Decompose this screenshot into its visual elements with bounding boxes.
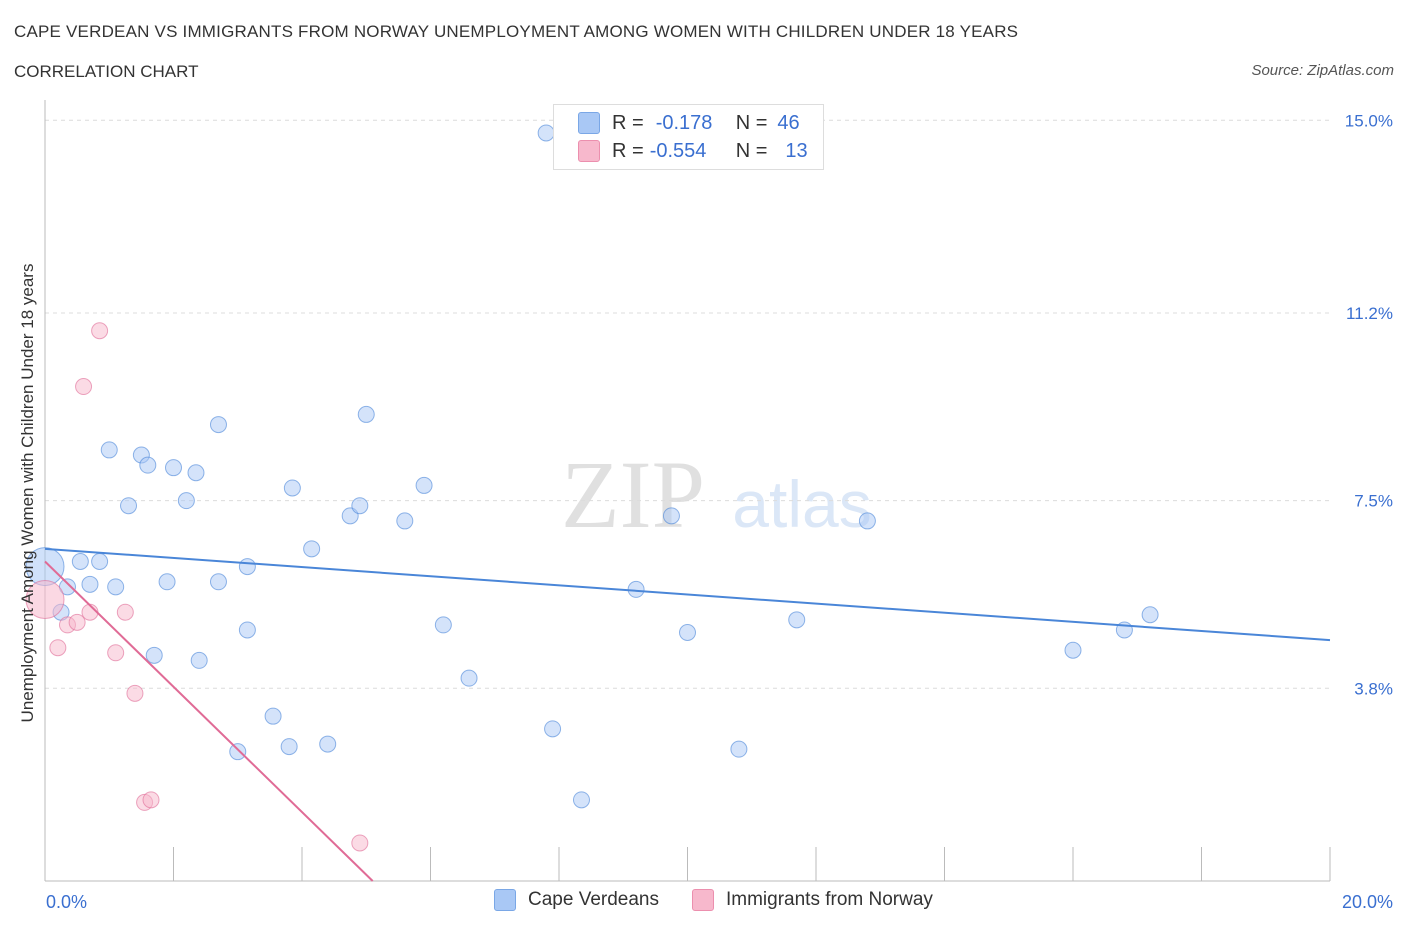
data-point: [177, 492, 195, 510]
data-point: [264, 707, 282, 725]
data-point: [396, 512, 414, 530]
data-point: [75, 378, 93, 396]
data-point: [1064, 641, 1082, 659]
trend-line-cape-verdeans: [44, 547, 1331, 642]
grid-layer: [45, 119, 1330, 689]
data-point: [209, 416, 227, 434]
legend-item-cape-verdeans[interactable]: Cape Verdeans: [494, 889, 659, 911]
data-point: [107, 644, 125, 662]
data-point: [145, 646, 163, 664]
data-point: [81, 575, 99, 593]
y-axis-label: Unemployment Among Women with Children U…: [18, 263, 37, 723]
data-point: [139, 456, 157, 474]
data-point: [319, 735, 337, 753]
chart-title: CAPE VERDEAN VS IMMIGRANTS FROM NORWAY U…: [14, 22, 1019, 41]
x-tick-label: 0.0%: [46, 892, 87, 912]
data-point: [238, 621, 256, 639]
legend-swatch-pink: [578, 140, 600, 162]
y-tick-label: 7.5%: [1354, 492, 1393, 511]
data-point: [572, 791, 590, 809]
legend-swatch-pink: [692, 889, 714, 911]
legend-item-norway[interactable]: Immigrants from Norway: [692, 889, 933, 911]
legend-r-label: R =: [612, 111, 644, 134]
data-point: [91, 322, 109, 340]
chart-subtitle: CORRELATION CHART: [14, 62, 199, 81]
data-point: [280, 738, 298, 756]
data-point: [460, 669, 478, 687]
data-point: [679, 624, 696, 641]
data-point: [100, 441, 118, 459]
x-tick-label: 20.0%: [1342, 892, 1393, 912]
stats-legend: R = -0.178 N = 46 R = -0.554 N = 13: [553, 104, 824, 170]
y-tick-label: 15.0%: [1345, 111, 1393, 130]
series-layer: [25, 124, 1331, 882]
legend-swatch-blue: [578, 112, 600, 134]
data-point: [190, 651, 208, 669]
data-point: [730, 740, 748, 758]
legend-row-norway: R = -0.554 N = 13: [578, 137, 808, 165]
data-point: [1141, 606, 1159, 624]
source-note: Source: ZipAtlas.com: [1251, 62, 1394, 79]
data-point: [158, 573, 176, 591]
data-point: [142, 791, 160, 809]
data-point: [165, 459, 182, 477]
data-point: [116, 603, 134, 621]
data-point: [120, 497, 138, 515]
legend-r-value: -0.178: [655, 111, 713, 134]
legend-row-cape-verdeans: R = -0.178 N = 46: [578, 109, 800, 137]
data-point: [357, 405, 375, 423]
legend-n-label: N =: [735, 111, 768, 134]
data-point: [107, 578, 125, 596]
legend-n-value: 13: [785, 139, 808, 162]
data-point: [858, 512, 876, 530]
data-point: [544, 720, 562, 738]
data-point: [415, 476, 433, 494]
data-point: [71, 553, 89, 570]
data-point: [91, 553, 109, 570]
data-point: [229, 743, 247, 761]
legend-r-value: -0.554: [649, 139, 707, 162]
data-point: [434, 616, 452, 634]
series-legend: Cape Verdeans Immigrants from Norway: [0, 889, 1406, 917]
data-point: [25, 580, 65, 620]
data-point: [49, 639, 67, 657]
data-point: [68, 613, 86, 631]
legend-r-label: R =: [612, 139, 644, 162]
data-point: [126, 684, 144, 702]
trend-line-norway: [44, 560, 374, 882]
data-point: [627, 580, 645, 598]
legend-label: Cape Verdeans: [528, 889, 659, 910]
data-point: [283, 479, 301, 497]
y-tick-label: 11.2%: [1346, 304, 1393, 323]
watermark-atlas: atlas: [732, 467, 871, 541]
data-point: [537, 124, 555, 142]
data-point: [238, 558, 256, 576]
watermark-zip: ZIP: [561, 441, 705, 548]
legend-n-value: 46: [777, 111, 800, 134]
y-tick-label: 3.8%: [1354, 679, 1393, 698]
data-point: [187, 464, 205, 482]
data-point: [351, 497, 369, 515]
data-point: [209, 573, 227, 591]
series-norway: [25, 322, 369, 852]
data-point: [788, 611, 806, 629]
legend-label: Immigrants from Norway: [726, 889, 933, 910]
data-point: [662, 507, 680, 525]
axis-layer: 3.8% 7.5% 11.2% 15.0% 0.0% 20.0%: [44, 100, 1393, 912]
legend-swatch-blue: [494, 889, 516, 911]
data-point: [351, 834, 369, 852]
data-point: [303, 540, 321, 558]
legend-n-label: N =: [735, 139, 768, 162]
